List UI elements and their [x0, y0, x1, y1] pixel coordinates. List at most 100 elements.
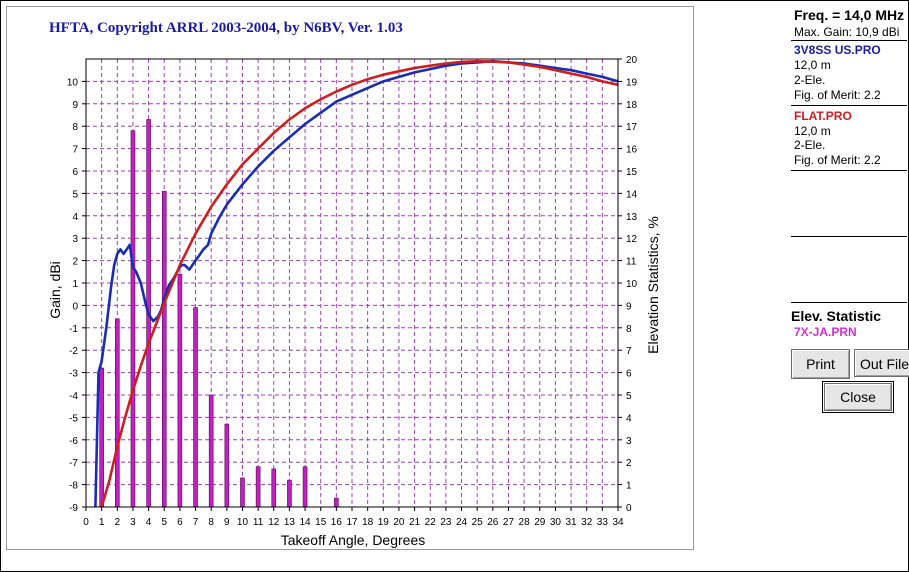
y2-tick-label: 2: [626, 458, 632, 469]
elevation-chart: HFTA, Copyright ARRL 2003-2004, by N6BV,…: [47, 20, 661, 548]
y-tick-label: 9: [72, 100, 78, 111]
x-tick-label: 20: [393, 517, 405, 528]
x-tick-label: 17: [346, 517, 358, 528]
antenna-2-height: 12,0 m: [794, 124, 831, 138]
close-button[interactable]: Close: [822, 381, 894, 413]
antenna-2-file: FLAT.PRO: [794, 109, 852, 123]
y2-tick-label: 7: [626, 346, 632, 357]
x-tick-label: 33: [597, 517, 609, 528]
antenna-2-merit: Fig. of Merit: 2.2: [794, 153, 881, 167]
elevation-bar: [255, 466, 261, 508]
y-tick-label: -1: [69, 324, 78, 335]
x-tick-label: 7: [193, 517, 199, 528]
x-tick-label: 8: [208, 517, 214, 528]
print-button[interactable]: Print: [791, 349, 850, 379]
divider: [791, 236, 907, 237]
out-file-button-label: Out File: [860, 356, 909, 372]
antenna-1-merit: Fig. of Merit: 2.2: [794, 88, 881, 102]
x-tick-label: 11: [253, 517, 264, 528]
max-gain-label: Max. Gain: 10,9 dBi: [794, 25, 900, 39]
elevation-bar: [130, 130, 136, 508]
y2-tick-label: 13: [626, 212, 638, 223]
x-tick-label: 5: [161, 517, 167, 528]
y2-tick-label: 9: [626, 301, 632, 312]
elev-statistic-file: 7X-JA.PRN: [794, 325, 857, 339]
elevation-bar: [287, 479, 292, 508]
x-tick-label: 4: [146, 517, 152, 528]
x-tick-label: 34: [612, 517, 624, 528]
x-tick-label: 29: [534, 517, 546, 528]
out-file-button[interactable]: Out File: [854, 349, 909, 377]
divider: [791, 302, 907, 303]
elevation-bar: [114, 318, 120, 508]
y2-tick-label: 5: [626, 391, 632, 402]
x-tick-label: 32: [581, 517, 593, 528]
elev-statistic-title: Elev. Statistic: [791, 308, 882, 324]
y2-tick-label: 17: [626, 122, 638, 133]
x-tick-label: 30: [550, 517, 562, 528]
elevation-bar: [271, 468, 277, 508]
divider: [791, 170, 907, 171]
y-tick-label: -6: [69, 436, 78, 447]
y2-tick-label: 8: [626, 324, 632, 335]
y-tick-label: -5: [69, 413, 78, 424]
y2-tick-label: 14: [626, 189, 638, 200]
close-button-label: Close: [840, 389, 876, 405]
y2-tick-label: 6: [626, 369, 632, 380]
y2-tick-label: 15: [626, 167, 638, 178]
x-tick-label: 0: [83, 517, 89, 528]
chart-panel: HFTA, Copyright ARRL 2003-2004, by N6BV,…: [6, 6, 694, 550]
x-tick-label: 3: [130, 517, 136, 528]
print-button-label: Print: [806, 356, 835, 372]
x-tick-label: 24: [456, 517, 468, 528]
y-tick-label: 5: [72, 189, 78, 200]
y2-tick-label: 4: [626, 413, 632, 424]
y2-tick-label: 3: [626, 436, 632, 447]
elevation-bar: [99, 367, 104, 508]
elevation-statistic-bars: [99, 119, 339, 508]
y-tick-label: -2: [69, 346, 78, 357]
chart-title: HFTA, Copyright ARRL 2003-2004, by N6BV,…: [49, 20, 403, 36]
divider: [791, 105, 907, 106]
y2-tick-label: 18: [626, 100, 638, 111]
x-tick-label: 26: [487, 517, 499, 528]
x-tick-label: 19: [378, 517, 390, 528]
x-tick-label: 28: [519, 517, 531, 528]
elevation-bar: [224, 423, 230, 508]
elevation-bar: [208, 394, 214, 508]
elevation-bar: [193, 307, 198, 508]
antenna-1-height: 12,0 m: [794, 58, 831, 72]
x-tick-label: 14: [299, 517, 311, 528]
frequency-label: Freq. = 14,0 MHz: [794, 7, 905, 23]
x-tick-label: 10: [237, 517, 249, 528]
y-tick-label: 6: [72, 167, 78, 178]
x-tick-label: 6: [177, 517, 183, 528]
antenna-1-type: 2-Ele.: [794, 73, 826, 87]
y-tick-label: 0: [72, 301, 78, 312]
x-tick-label: 25: [472, 517, 484, 528]
antenna-1-file: 3V8SS US.PRO: [794, 43, 881, 57]
x-tick-label: 22: [425, 517, 437, 528]
x-tick-label: 2: [115, 517, 121, 528]
axis-ticks: 0 1 2 3 4 5 6 7 8 9 10 11 12 13 14 15 16 17 18 19 20 21 22 23 24…: [67, 55, 638, 528]
divider: [791, 40, 907, 41]
y-tick-label: -4: [69, 391, 78, 402]
x-tick-label: 18: [362, 517, 374, 528]
x-tick-label: 9: [224, 517, 230, 528]
x-axis-label: Takeoff Angle, Degrees: [281, 532, 426, 548]
y-tick-label: 4: [72, 212, 78, 223]
y2-tick-label: 10: [626, 279, 638, 290]
y-tick-label: -7: [69, 458, 78, 469]
y2-tick-label: 19: [626, 77, 638, 88]
elevation-bar: [302, 466, 308, 508]
y-tick-label: 7: [72, 145, 78, 156]
y2-tick-label: 0: [626, 503, 632, 514]
y-tick-label: -8: [69, 481, 78, 492]
elevation-bar: [240, 477, 245, 508]
y-tick-label: 3: [72, 234, 78, 245]
antenna-2-type: 2-Ele.: [794, 138, 826, 152]
y-axis-label-right: Elevation Statistics, %: [645, 216, 661, 354]
x-tick-label: 12: [268, 517, 280, 528]
y-tick-label: -3: [69, 369, 78, 380]
